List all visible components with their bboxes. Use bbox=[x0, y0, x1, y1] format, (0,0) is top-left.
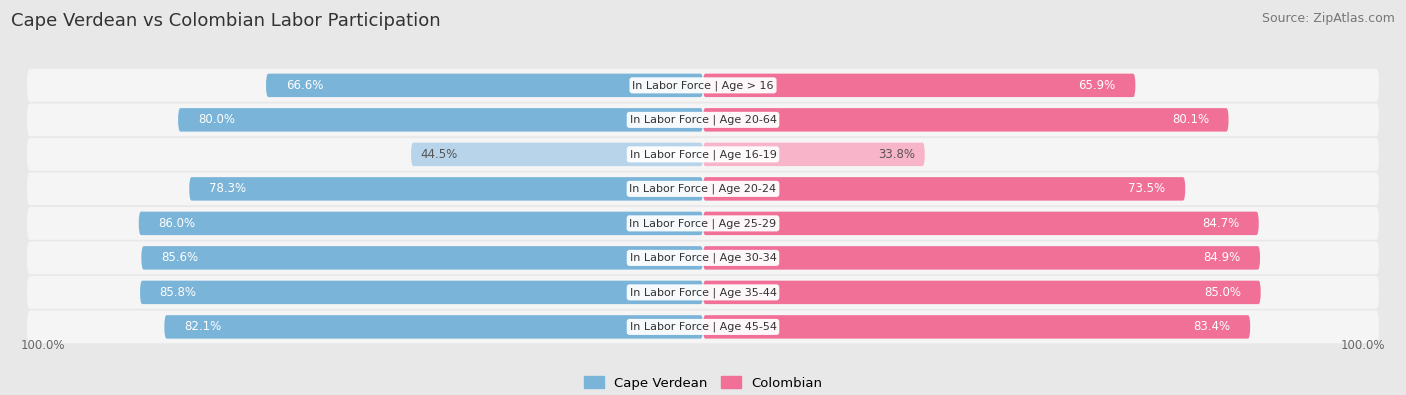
Text: In Labor Force | Age 16-19: In Labor Force | Age 16-19 bbox=[630, 149, 776, 160]
Text: 65.9%: 65.9% bbox=[1078, 79, 1116, 92]
Text: 78.3%: 78.3% bbox=[209, 182, 246, 196]
Legend: Cape Verdean, Colombian: Cape Verdean, Colombian bbox=[579, 371, 827, 395]
Text: Cape Verdean vs Colombian Labor Participation: Cape Verdean vs Colombian Labor Particip… bbox=[11, 12, 441, 30]
Text: 82.1%: 82.1% bbox=[184, 320, 221, 333]
Text: In Labor Force | Age 25-29: In Labor Force | Age 25-29 bbox=[630, 218, 776, 229]
Text: 86.0%: 86.0% bbox=[159, 217, 195, 230]
Text: 80.1%: 80.1% bbox=[1171, 113, 1209, 126]
Text: 44.5%: 44.5% bbox=[420, 148, 458, 161]
Text: In Labor Force | Age 45-54: In Labor Force | Age 45-54 bbox=[630, 322, 776, 332]
Text: Source: ZipAtlas.com: Source: ZipAtlas.com bbox=[1261, 12, 1395, 25]
FancyBboxPatch shape bbox=[141, 281, 703, 304]
FancyBboxPatch shape bbox=[27, 103, 1379, 136]
FancyBboxPatch shape bbox=[190, 177, 703, 201]
FancyBboxPatch shape bbox=[703, 73, 1136, 97]
Text: 80.0%: 80.0% bbox=[198, 113, 235, 126]
Text: 84.9%: 84.9% bbox=[1204, 251, 1240, 264]
FancyBboxPatch shape bbox=[266, 73, 703, 97]
FancyBboxPatch shape bbox=[142, 246, 703, 270]
Text: 85.0%: 85.0% bbox=[1204, 286, 1241, 299]
Text: 66.6%: 66.6% bbox=[285, 79, 323, 92]
Text: 85.8%: 85.8% bbox=[160, 286, 197, 299]
Text: 100.0%: 100.0% bbox=[1341, 339, 1385, 352]
Text: 73.5%: 73.5% bbox=[1129, 182, 1166, 196]
FancyBboxPatch shape bbox=[703, 246, 1260, 270]
Text: 33.8%: 33.8% bbox=[877, 148, 915, 161]
FancyBboxPatch shape bbox=[27, 173, 1379, 205]
FancyBboxPatch shape bbox=[27, 310, 1379, 343]
FancyBboxPatch shape bbox=[27, 69, 1379, 102]
Text: 100.0%: 100.0% bbox=[21, 339, 65, 352]
FancyBboxPatch shape bbox=[27, 207, 1379, 240]
FancyBboxPatch shape bbox=[27, 276, 1379, 309]
FancyBboxPatch shape bbox=[703, 315, 1250, 339]
FancyBboxPatch shape bbox=[703, 281, 1261, 304]
Text: In Labor Force | Age 30-34: In Labor Force | Age 30-34 bbox=[630, 253, 776, 263]
FancyBboxPatch shape bbox=[703, 177, 1185, 201]
FancyBboxPatch shape bbox=[179, 108, 703, 132]
FancyBboxPatch shape bbox=[703, 143, 925, 166]
FancyBboxPatch shape bbox=[703, 108, 1229, 132]
Text: 85.6%: 85.6% bbox=[162, 251, 198, 264]
FancyBboxPatch shape bbox=[411, 143, 703, 166]
Text: In Labor Force | Age > 16: In Labor Force | Age > 16 bbox=[633, 80, 773, 90]
FancyBboxPatch shape bbox=[27, 241, 1379, 274]
FancyBboxPatch shape bbox=[703, 212, 1258, 235]
Text: 83.4%: 83.4% bbox=[1194, 320, 1230, 333]
FancyBboxPatch shape bbox=[27, 138, 1379, 171]
FancyBboxPatch shape bbox=[165, 315, 703, 339]
Text: In Labor Force | Age 35-44: In Labor Force | Age 35-44 bbox=[630, 287, 776, 298]
Text: In Labor Force | Age 20-24: In Labor Force | Age 20-24 bbox=[630, 184, 776, 194]
FancyBboxPatch shape bbox=[139, 212, 703, 235]
Text: In Labor Force | Age 20-64: In Labor Force | Age 20-64 bbox=[630, 115, 776, 125]
Text: 84.7%: 84.7% bbox=[1202, 217, 1239, 230]
